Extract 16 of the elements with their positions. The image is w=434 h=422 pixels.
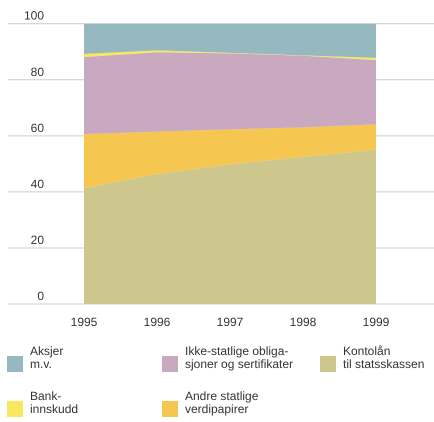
x-tick-label: 1997	[216, 315, 244, 329]
legend-label: Bank- innskudd	[30, 389, 78, 416]
y-tick-label: 20	[30, 232, 44, 247]
legend-label: Kontolån til statsskassen	[343, 344, 424, 371]
x-tick-label: 1999	[362, 315, 390, 329]
x-tick-label: 1996	[144, 315, 171, 329]
y-tick-label: 0	[37, 289, 44, 303]
legend-label: Ikke-statlige obliga- sjoner og sertifikater	[185, 344, 294, 371]
y-tick-label: 100	[24, 8, 44, 23]
x-tick-label: 1995	[70, 315, 98, 329]
y-tick-label: 40	[30, 176, 44, 191]
legend-label: Aksjer m.v.	[30, 344, 64, 371]
x-tick-label: 1998	[290, 315, 317, 329]
y-tick-label: 80	[30, 64, 44, 79]
y-tick-label: 60	[30, 120, 44, 135]
legend-label: Andre statlige verdipapirer	[185, 389, 259, 416]
